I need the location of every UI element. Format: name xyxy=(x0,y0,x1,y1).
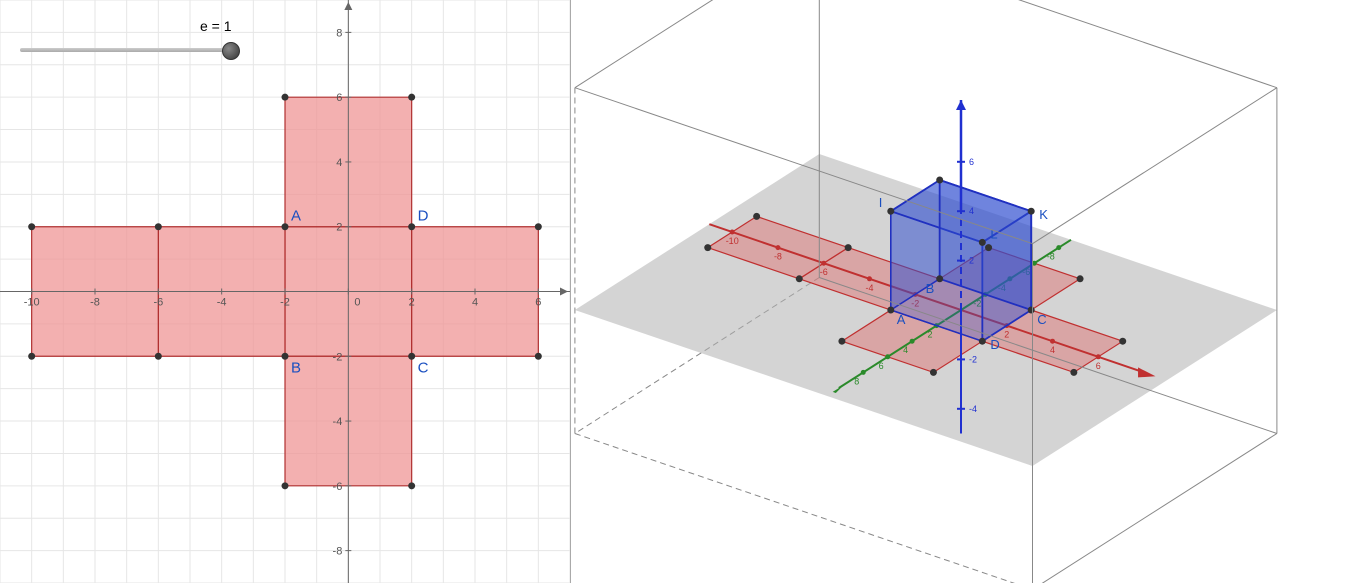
svg-text:2: 2 xyxy=(409,297,415,309)
svg-text:6: 6 xyxy=(879,361,884,371)
svg-text:C: C xyxy=(1037,312,1046,327)
svg-text:4: 4 xyxy=(903,345,908,355)
svg-text:-6: -6 xyxy=(333,481,343,493)
svg-text:6: 6 xyxy=(535,297,541,309)
svg-text:C: C xyxy=(418,359,429,376)
svg-text:8: 8 xyxy=(854,376,859,386)
svg-text:I: I xyxy=(879,195,883,210)
svg-text:-2: -2 xyxy=(969,354,977,364)
svg-text:-4: -4 xyxy=(217,297,227,309)
svg-text:-8: -8 xyxy=(774,252,782,262)
svg-text:-6: -6 xyxy=(820,267,828,277)
svg-text:K: K xyxy=(1039,207,1048,222)
svg-text:A: A xyxy=(897,312,906,327)
svg-text:L: L xyxy=(990,226,997,241)
3d-view-panel[interactable]: -10-8-6-4-2246-8-6-4-22468-4-2246ABCDIKL xyxy=(570,0,1366,583)
svg-text:-10: -10 xyxy=(24,297,40,309)
svg-text:-4: -4 xyxy=(865,283,873,293)
svg-text:2: 2 xyxy=(928,330,933,340)
svg-text:B: B xyxy=(291,359,301,376)
svg-text:-4: -4 xyxy=(969,404,977,414)
svg-text:4: 4 xyxy=(472,297,478,309)
svg-text:A: A xyxy=(291,208,301,225)
slider-thumb[interactable] xyxy=(222,42,240,60)
svg-text:6: 6 xyxy=(969,157,974,167)
svg-text:6: 6 xyxy=(1096,361,1101,371)
e-slider[interactable] xyxy=(20,40,230,60)
svg-text:4: 4 xyxy=(969,206,974,216)
svg-text:-4: -4 xyxy=(333,416,343,428)
2d-view-panel[interactable]: -10 -8 -6 -4 -2 0 2 4 6 -8 -6 -4 -2 2 4 6 8 A B C D e = 1 xyxy=(0,0,570,583)
svg-text:B: B xyxy=(926,281,935,296)
2d-plot[interactable]: -10 -8 -6 -4 -2 0 2 4 6 -8 -6 -4 -2 2 4 6 8 A B C D xyxy=(0,0,570,583)
svg-text:2: 2 xyxy=(1004,330,1009,340)
svg-text:6: 6 xyxy=(336,92,342,104)
slider-label: e = 1 xyxy=(200,18,232,34)
svg-text:2: 2 xyxy=(969,256,974,266)
svg-text:2: 2 xyxy=(336,222,342,234)
3d-plot[interactable]: -10-8-6-4-2246-8-6-4-22468-4-2246ABCDIKL xyxy=(571,0,1366,583)
svg-text:-2: -2 xyxy=(280,297,290,309)
svg-text:4: 4 xyxy=(336,157,342,169)
svg-text:-8: -8 xyxy=(90,297,100,309)
svg-text:-2: -2 xyxy=(333,351,343,363)
svg-text:D: D xyxy=(418,208,429,225)
svg-text:-8: -8 xyxy=(333,546,343,558)
slider-track xyxy=(20,48,230,52)
svg-text:-10: -10 xyxy=(726,236,739,246)
svg-text:0: 0 xyxy=(354,297,360,309)
svg-text:4: 4 xyxy=(1050,345,1055,355)
svg-text:-8: -8 xyxy=(1047,252,1055,262)
svg-text:-6: -6 xyxy=(153,297,163,309)
svg-text:8: 8 xyxy=(336,27,342,39)
svg-text:D: D xyxy=(990,337,999,352)
